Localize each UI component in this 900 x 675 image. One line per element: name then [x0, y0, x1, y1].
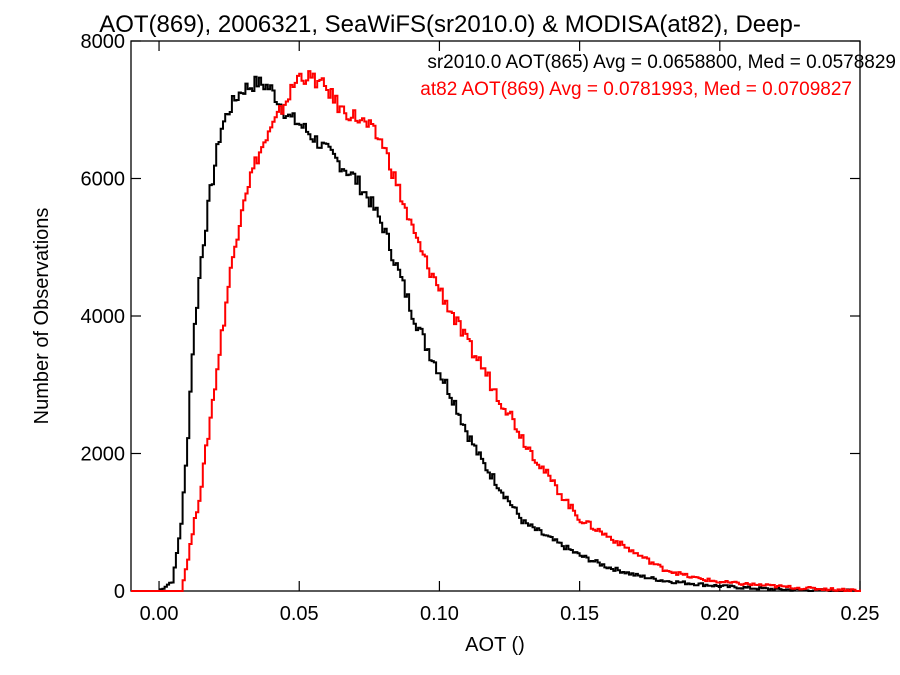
y-tick-label: 0 [114, 581, 125, 603]
chart-title: AOT(869), 2006321, SeaWiFS(sr2010.0) & M… [99, 11, 801, 38]
plot-frame [130, 40, 861, 592]
x-tick-label: 0.00 [140, 603, 179, 625]
series-line-0 [131, 75, 860, 592]
x-tick-label: 0.15 [560, 603, 599, 625]
y-tick-label: 8000 [81, 31, 126, 53]
legend-entry-sr2010: sr2010.0 AOT(865) Avg = 0.0658800, Med =… [427, 52, 896, 73]
x-axis-ticks: 0.00 0.05 0.10 0.15 0.20 0.25 [140, 41, 880, 625]
y-tick-label: 4000 [81, 306, 126, 328]
x-tick-label: 0.20 [700, 603, 739, 625]
x-tick-label: 0.10 [420, 603, 459, 625]
x-axis-label: AOT () [465, 634, 525, 656]
series-layer [131, 70, 861, 592]
y-tick-label: 2000 [81, 444, 126, 466]
y-tick-label: 6000 [81, 169, 126, 191]
y-axis-ticks: 0 2000 4000 6000 8000 [81, 31, 860, 603]
y-axis-label: Number of Observations [31, 208, 53, 425]
series-line-1 [131, 70, 861, 592]
x-tick-label: 0.05 [280, 603, 319, 625]
x-tick-label: 0.25 [841, 603, 880, 625]
legend-entry-at82: at82 AOT(869) Avg = 0.0781993, Med = 0.0… [420, 79, 852, 100]
